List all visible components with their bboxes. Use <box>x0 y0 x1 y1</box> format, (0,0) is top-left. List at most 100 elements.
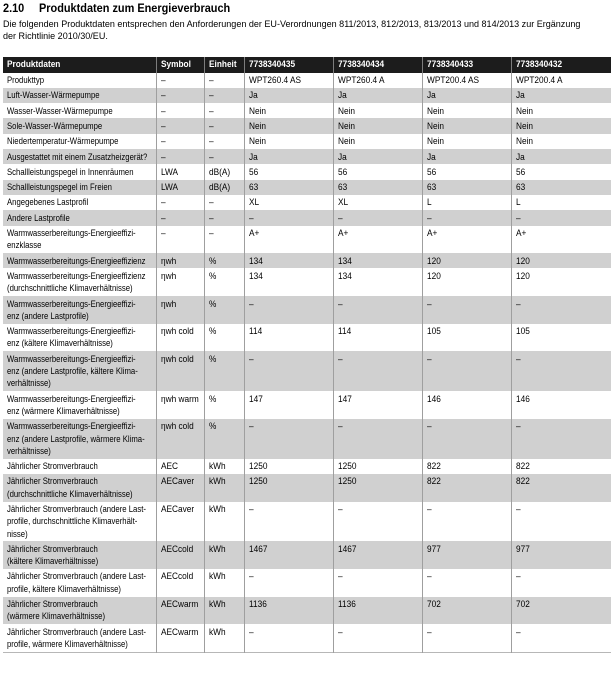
row-value: – <box>243 210 333 226</box>
row-unit: % <box>203 268 244 297</box>
row-label: Luft-Wasser-Wärmepumpe <box>3 87 156 104</box>
row-value: Nein <box>510 133 611 150</box>
row-value: – <box>332 296 422 324</box>
row-value: WPT200.4 A <box>510 72 611 88</box>
section-title: Produktdaten zum Energieverbrauch <box>39 3 231 15</box>
table-row: Jährlicher Stromverbrauch AEC kWh 1250 1… <box>3 458 611 474</box>
row-value: Nein <box>243 103 333 119</box>
table-row: Jährlicher Stromverbrauch (wärmere Klima… <box>3 596 611 625</box>
row-symbol: – <box>155 225 204 254</box>
row-unit: dB(A) <box>203 179 244 195</box>
row-label: Sole-Wasser-Wärmepumpe <box>3 118 156 134</box>
row-value: 1250 <box>243 473 333 502</box>
row-value: A+ <box>243 225 333 254</box>
row-unit: – <box>203 103 244 119</box>
row-symbol: LWA <box>155 164 204 180</box>
row-value: A+ <box>421 225 511 254</box>
row-label: Ausgestattet mit einem Zusatzheizgerät? <box>3 149 156 165</box>
row-symbol: ηwh warm <box>155 391 204 419</box>
product-data-table: Produktdaten Symbol Einheit 7738340435 7… <box>3 56 611 653</box>
row-unit: – <box>203 149 244 165</box>
row-unit: – <box>203 194 244 211</box>
row-label: Warmwasserbereitungs-Energieeffizi- enz … <box>3 418 156 459</box>
row-value: 702 <box>510 596 611 625</box>
row-unit: kWh <box>203 568 244 597</box>
row-symbol: AECwarm <box>155 596 204 625</box>
row-value: 977 <box>510 541 611 569</box>
row-label: Jährlicher Stromverbrauch <box>7 461 98 472</box>
row-unit: % <box>203 351 244 392</box>
row-label: Schallleistungspegel im Freien <box>3 179 156 195</box>
row-unit: % <box>203 253 244 269</box>
table-row: Ausgestattet mit einem Zusatzheizgerät? … <box>3 149 611 165</box>
row-value: 63 <box>421 179 511 195</box>
row-unit: – <box>203 118 244 134</box>
row-value: 1250 <box>332 473 422 502</box>
row-symbol: ηwh <box>155 253 204 269</box>
row-value: – <box>332 210 422 226</box>
row-unit: % <box>203 418 244 459</box>
row-value: – <box>332 568 422 597</box>
row-value: 1467 <box>243 541 333 569</box>
row-unit: kWh <box>203 473 244 502</box>
row-value: 1136 <box>332 596 422 625</box>
row-value: 146 <box>421 391 511 419</box>
row-value: 114 <box>332 323 422 352</box>
row-value: – <box>421 296 511 324</box>
row-symbol: ηwh <box>155 296 204 324</box>
row-label: Angegebenes Lastprofil <box>7 197 89 208</box>
row-unit: kWh <box>203 458 244 474</box>
row-value: 63 <box>243 179 333 195</box>
row-value: – <box>332 418 422 459</box>
row-value: Ja <box>421 87 511 104</box>
row-value: Nein <box>332 118 422 134</box>
table-row: Warmwasserbereitungs-Energieeffizi- enz … <box>3 296 611 324</box>
row-value: L <box>421 194 511 211</box>
row-value: – <box>510 624 611 653</box>
row-value: – <box>332 351 422 392</box>
row-value: WPT260.4 AS <box>243 72 333 88</box>
row-value: 120 <box>421 253 511 269</box>
row-value: – <box>510 296 611 324</box>
table-row: Angegebenes Lastprofil – – XL XL L L <box>3 194 611 211</box>
row-value: A+ <box>332 225 422 254</box>
row-value: 63 <box>332 179 422 195</box>
row-label: Warmwasserbereitungs-Energieeffizi- enz … <box>3 351 156 392</box>
row-unit: kWh <box>203 541 244 569</box>
row-label: Warmwasserbereitungs-Energieeffizi- enz … <box>7 393 136 416</box>
intro-text: Die folgenden Produktdaten entsprechen d… <box>3 19 581 42</box>
row-value: – <box>243 624 333 653</box>
row-label: Jährlicher Stromverbrauch (andere Last- … <box>7 504 146 539</box>
row-value: 1250 <box>243 458 333 474</box>
row-value: Nein <box>243 118 333 134</box>
row-value: 822 <box>421 473 511 502</box>
row-value: – <box>510 501 611 542</box>
row-unit: % <box>203 296 244 324</box>
col-header-product-3: 7738340433 <box>421 56 511 73</box>
table-row: Produkttyp – – WPT260.4 AS WPT260.4 A WP… <box>3 72 611 88</box>
row-value: – <box>421 501 511 542</box>
row-value: 147 <box>243 391 333 419</box>
row-value: A+ <box>510 225 611 254</box>
table-row: Warmwasserbereitungs-Energieeffizi- enz … <box>3 391 611 419</box>
row-value: – <box>510 351 611 392</box>
section-number: 2.10 <box>3 3 25 15</box>
table-row: Jährlicher Stromverbrauch (andere Last- … <box>3 501 611 542</box>
col-header-symbol: Symbol <box>155 56 204 73</box>
row-label: Wasser-Wasser-Wärmepumpe <box>7 105 113 116</box>
row-value: 822 <box>510 473 611 502</box>
row-value: 120 <box>421 268 511 297</box>
row-value: 702 <box>421 596 511 625</box>
row-label: Warmwasserbereitungs-Energieeffizi- enz … <box>3 296 156 324</box>
row-label: Produkttyp <box>7 75 45 86</box>
row-value: – <box>243 351 333 392</box>
row-value: 120 <box>510 253 611 269</box>
row-value: 120 <box>510 268 611 297</box>
row-unit: – <box>203 87 244 104</box>
row-value: 147 <box>332 391 422 419</box>
row-unit: kWh <box>203 596 244 625</box>
col-header-product-1: 7738340435 <box>243 56 333 73</box>
row-value: Nein <box>510 103 611 119</box>
row-symbol: – <box>155 133 204 150</box>
row-label: Andere Lastprofile <box>3 210 156 226</box>
